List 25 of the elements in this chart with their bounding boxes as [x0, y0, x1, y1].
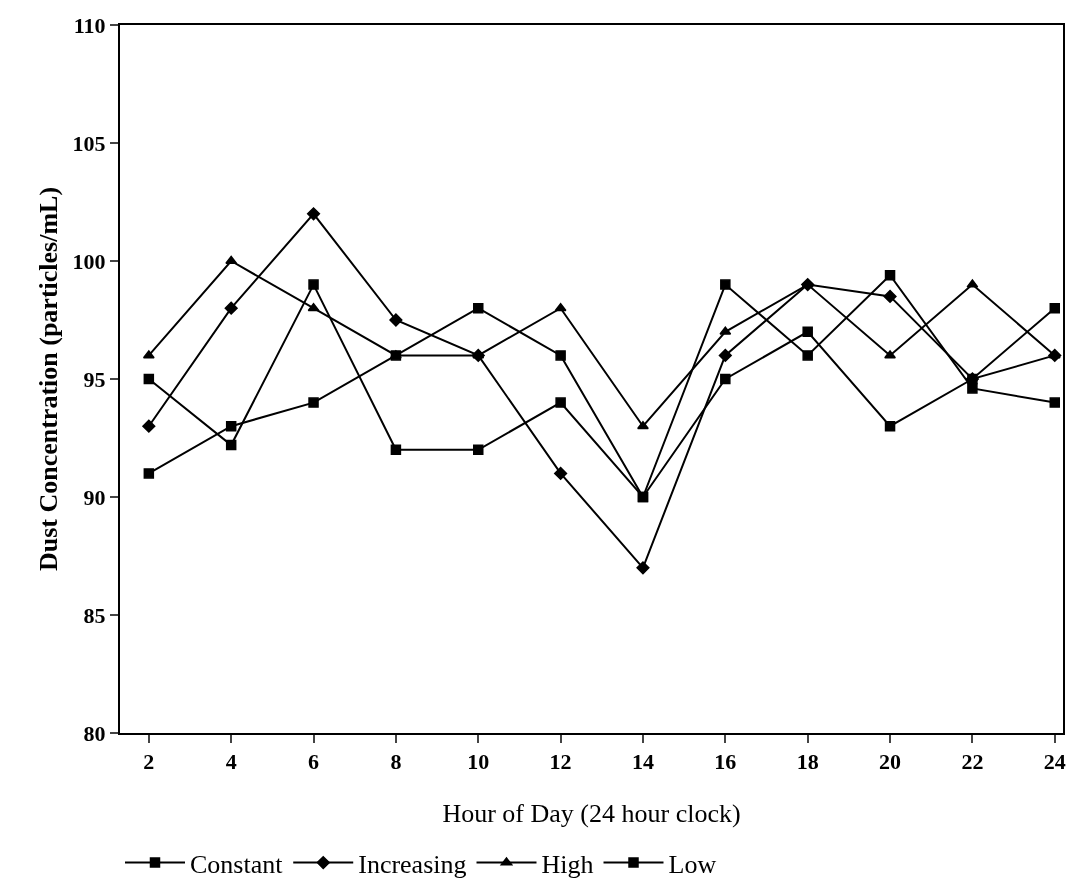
x-tick-label: 18 [796, 749, 819, 775]
x-tick-label: 6 [308, 749, 320, 775]
legend-label: High [541, 849, 594, 879]
x-tick-label: 24 [1043, 749, 1066, 775]
x-tick-label: 22 [961, 749, 984, 775]
legend-label: Increasing [358, 849, 467, 879]
y-tick-label: 95 [83, 366, 106, 392]
x-tick-label: 2 [143, 749, 155, 775]
x-tick-label: 14 [631, 749, 654, 775]
y-tick-label: 80 [83, 720, 106, 746]
y-tick-label: 105 [72, 130, 106, 156]
legend-label: Low [668, 849, 717, 879]
x-tick-label: 8 [390, 749, 402, 775]
y-tick-label: 85 [83, 602, 106, 628]
x-tick-label: 4 [225, 749, 237, 775]
x-tick-label: 10 [467, 749, 490, 775]
x-tick-label: 12 [549, 749, 572, 775]
y-axis-title: Dust Concentration (particles/mL) [34, 186, 63, 572]
legend-label: Constant [190, 849, 284, 879]
y-tick-label: 100 [72, 248, 106, 274]
x-tick-label: 16 [714, 749, 737, 775]
x-axis-title: Hour of Day (24 hour clock) [442, 799, 741, 828]
x-tick-label: 20 [879, 749, 902, 775]
y-tick-label: 110 [73, 12, 106, 38]
y-tick-label: 90 [83, 484, 106, 510]
